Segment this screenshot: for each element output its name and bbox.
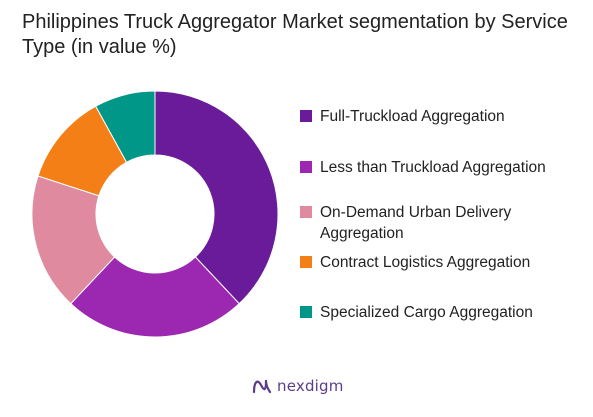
legend-swatch: [300, 161, 312, 173]
legend-item-specialized-cargo: Specialized Cargo Aggregation: [300, 302, 550, 323]
donut-slice-less-than-truckload-aggregation: [70, 256, 240, 338]
legend-label: On-Demand Urban Delivery Aggregation: [320, 204, 512, 242]
legend-item-full-truckload: Full-Truckload Aggregation: [300, 106, 550, 127]
nexdigm-logo-icon: [252, 379, 272, 394]
legend-label: Contract Logistics Aggregation: [320, 254, 531, 271]
chart-title: Philippines Truck Aggregator Market segm…: [22, 11, 568, 58]
legend-item-contract-logistics: Contract Logistics Aggregation: [300, 252, 550, 273]
legend-swatch: [300, 206, 312, 218]
donut-slice-on-demand-urban-delivery-aggregation: [31, 175, 116, 305]
legend-label: Full-Truckload Aggregation: [320, 108, 505, 125]
legend-label: Less than Truckload Aggregation: [320, 159, 546, 176]
legend-item-on-demand-urban: On-Demand Urban Delivery Aggregation: [300, 202, 550, 244]
legend-swatch: [300, 256, 312, 268]
donut-slice-full-truckload-aggregation: [154, 90, 279, 305]
donut-slices: [31, 90, 279, 338]
legend-label: Specialized Cargo Aggregation: [320, 304, 533, 321]
legend-item-less-than-truckload: Less than Truckload Aggregation: [300, 157, 550, 178]
legend-swatch: [300, 306, 312, 318]
brand-name: nexdigm: [277, 377, 344, 395]
donut-slice-specialized-cargo-aggregation: [95, 90, 156, 163]
legend-swatch: [300, 110, 312, 122]
brand-logo: nexdigm: [252, 377, 344, 395]
